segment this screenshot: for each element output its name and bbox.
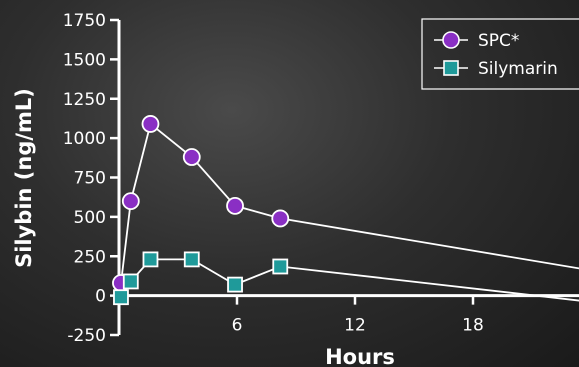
x-tick-label: 6 [232,316,243,336]
data-point [226,196,244,215]
tick-labels: -250025050075010001250150017506121824 [63,11,484,346]
y-tick-label: 500 [74,208,106,228]
y-tick-label: 750 [74,169,106,189]
data-point [271,209,290,228]
x-axis-title: Hours [325,345,395,367]
data-point [113,289,129,306]
data-point [142,251,159,268]
legend-marker-silymarin [443,60,459,76]
data-point [227,276,243,293]
data-point [272,258,289,275]
data-point [182,148,201,166]
x-tick-label: 18 [462,316,484,336]
y-tick-label: 250 [74,247,106,267]
data-point [121,192,140,211]
y-axis-title: Silybin (ng/mL) [12,88,36,268]
series-layer [112,115,579,306]
y-tick-label: 0 [95,287,106,307]
y-tick-label: 1250 [63,90,106,110]
legend-marker-spc [442,31,460,49]
data-point [122,273,139,290]
y-tick-label: -250 [67,326,106,346]
y-tick-label: 1000 [63,129,106,149]
x-tick-label: 12 [344,316,366,336]
legend-label-spc: SPC* [478,31,519,51]
legend-box [421,18,579,90]
y-tick-label: 1750 [63,11,106,31]
series-silymarin [113,251,579,306]
data-point [141,115,160,133]
series-spc [112,115,579,292]
legend-label-silymarin: Silymarin [478,59,558,79]
data-point [183,251,200,268]
legend: SPC* Silymarin [421,18,579,90]
y-tick-label: 1500 [63,50,106,70]
